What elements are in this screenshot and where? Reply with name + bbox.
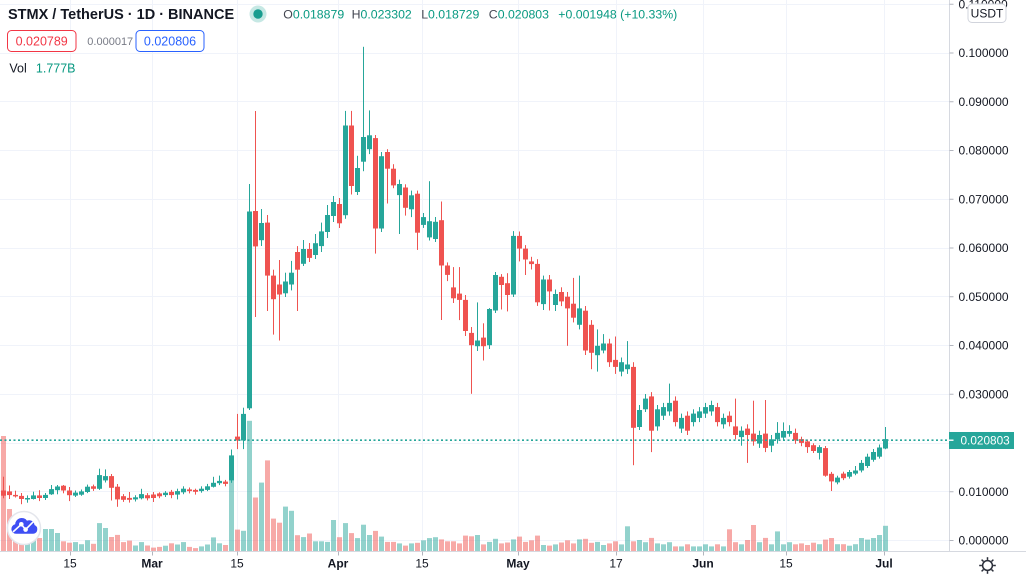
svg-text:L0.018729: L0.018729	[421, 8, 479, 22]
svg-text:0.050000: 0.050000	[959, 290, 1009, 304]
svg-text:0.020806: 0.020806	[144, 35, 196, 49]
svg-text:STMX / TetherUS · 1D · BINANCE: STMX / TetherUS · 1D · BINANCE	[8, 7, 234, 23]
svg-text:0.020789: 0.020789	[16, 35, 68, 49]
svg-text:O0.018879: O0.018879	[283, 8, 344, 22]
svg-text:May: May	[506, 557, 530, 571]
svg-text:15: 15	[230, 557, 244, 571]
svg-text:0.040000: 0.040000	[959, 339, 1009, 353]
svg-text:0.020803: 0.020803	[961, 434, 1011, 448]
svg-text:Jun: Jun	[692, 557, 713, 571]
svg-text:C0.020803: C0.020803	[489, 8, 549, 22]
svg-text:0.100000: 0.100000	[959, 46, 1009, 60]
svg-text:+0.001948 (+10.33%): +0.001948 (+10.33%)	[558, 8, 677, 22]
svg-text:15: 15	[415, 557, 429, 571]
svg-text:Jul: Jul	[875, 557, 892, 571]
svg-text:0.030000: 0.030000	[959, 387, 1009, 401]
svg-text:0.090000: 0.090000	[959, 95, 1009, 109]
svg-text:0.080000: 0.080000	[959, 144, 1009, 158]
svg-text:H0.023302: H0.023302	[352, 8, 412, 22]
svg-text:0.070000: 0.070000	[959, 192, 1009, 206]
svg-text:0.060000: 0.060000	[959, 241, 1009, 255]
svg-text:15: 15	[63, 557, 77, 571]
svg-text:USDT: USDT	[971, 7, 1004, 21]
svg-text:1.777B: 1.777B	[36, 62, 76, 76]
svg-text:Vol: Vol	[9, 62, 26, 76]
svg-text:15: 15	[779, 557, 793, 571]
svg-text:Mar: Mar	[141, 557, 163, 571]
svg-text:17: 17	[609, 557, 623, 571]
svg-text:Apr: Apr	[328, 557, 349, 571]
svg-text:0.000000: 0.000000	[959, 534, 1009, 548]
svg-text:0.010000: 0.010000	[959, 485, 1009, 499]
svg-text:0.000017: 0.000017	[87, 36, 133, 48]
